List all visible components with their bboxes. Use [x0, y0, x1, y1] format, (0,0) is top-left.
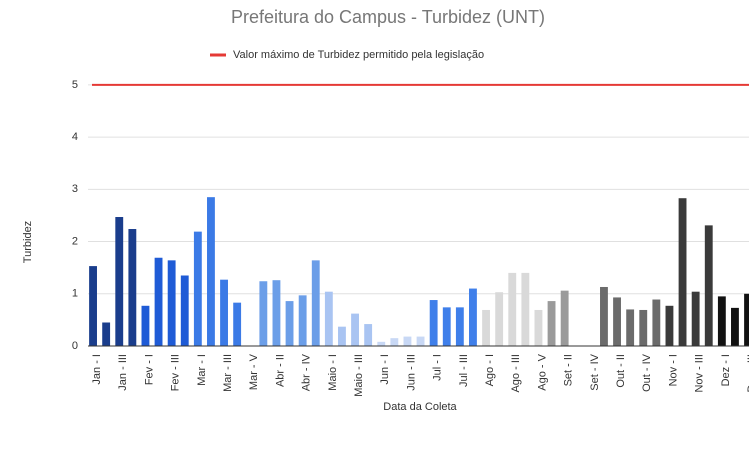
- bar: [390, 338, 399, 346]
- bar: [442, 307, 451, 346]
- bar: [259, 281, 268, 346]
- bar: [704, 225, 713, 346]
- x-tick-label: Jun - I: [379, 354, 391, 385]
- bar: [272, 280, 281, 346]
- bar: [128, 229, 137, 346]
- x-tick-label: Dez - III: [746, 354, 749, 393]
- bar: [115, 217, 124, 346]
- x-axis-label: Data da Coleta: [383, 401, 457, 413]
- y-tick-label: 1: [72, 288, 78, 300]
- x-tick-label: Fev - I: [143, 354, 155, 385]
- bar: [429, 300, 438, 346]
- y-tick-label: 0: [72, 340, 78, 352]
- y-tick-label: 3: [72, 183, 78, 195]
- bar: [377, 341, 386, 346]
- bar: [731, 307, 739, 346]
- bar: [338, 326, 346, 346]
- bar: [469, 288, 477, 346]
- y-tick-label: 2: [72, 235, 78, 247]
- x-tick-label: Abr - II: [274, 354, 286, 387]
- bar: [167, 260, 176, 346]
- bar: [351, 313, 359, 346]
- bar: [744, 293, 749, 346]
- x-tick-label: Mar - I: [196, 354, 208, 386]
- bar: [285, 301, 294, 346]
- bar: [324, 291, 333, 346]
- y-axis-label: Turbidez: [22, 221, 34, 263]
- bar: [403, 336, 412, 346]
- x-tick-label: Set - IV: [589, 353, 601, 390]
- bar: [534, 309, 543, 346]
- bar: [600, 286, 608, 346]
- x-tick-label: Maio - III: [353, 354, 365, 397]
- bar: [652, 299, 661, 346]
- x-tick-label: Nov - III: [694, 354, 706, 393]
- x-tick-label: Jan - III: [117, 354, 129, 391]
- bar: [678, 198, 687, 346]
- bar: [665, 305, 674, 346]
- y-tick-label: 4: [72, 131, 78, 143]
- x-tick-label: Ago - I: [484, 354, 496, 386]
- bar: [220, 279, 228, 346]
- bar: [691, 291, 700, 346]
- plot-area: Jan - I Jan - III Fev - I Fev - III Mar - I M…: [88, 83, 749, 397]
- bar: [89, 266, 97, 346]
- bar: [364, 324, 373, 346]
- bar: [102, 322, 111, 346]
- x-tick-label: Jul - I: [432, 354, 444, 381]
- legend-label: Valor máximo de Turbidez permitido pela …: [233, 49, 484, 61]
- bar: [717, 296, 726, 346]
- x-tick-label: Abr - IV: [301, 353, 313, 391]
- x-tick-label: Mar - V: [248, 353, 260, 390]
- x-tick-label: Set - II: [563, 354, 575, 386]
- bar: [482, 309, 490, 346]
- bar: [508, 272, 517, 346]
- bar: [613, 297, 621, 346]
- bar: [416, 336, 425, 346]
- x-tick-label: Out - II: [615, 354, 627, 388]
- y-tick-label: 5: [72, 79, 78, 91]
- bar: [193, 231, 202, 346]
- bar: [233, 302, 242, 346]
- bar: [521, 272, 530, 346]
- x-tick-label: Jan - I: [91, 354, 103, 385]
- x-tick-label: Out - IV: [641, 353, 653, 392]
- bar: [547, 301, 556, 346]
- x-tick-label: Maio - I: [327, 354, 339, 391]
- bar: [311, 260, 320, 346]
- chart-title: Prefeitura do Campus - Turbidez (UNT): [231, 7, 545, 27]
- x-tick-label: Fev - III: [170, 354, 182, 391]
- x-tick-label: Nov - I: [667, 354, 679, 386]
- bar: [207, 197, 215, 346]
- bar: [298, 295, 307, 346]
- bar: [154, 257, 163, 346]
- x-tick-label: Jun - III: [405, 354, 417, 391]
- x-tick-label: Dez - I: [720, 354, 732, 386]
- bar: [495, 292, 504, 346]
- bar: [141, 305, 150, 346]
- bar: [180, 275, 189, 346]
- x-tick-label: Mar - III: [222, 354, 234, 392]
- bar: [639, 309, 648, 346]
- x-tick-label: Ago - III: [510, 354, 522, 393]
- bar: [626, 309, 635, 346]
- x-tick-label: Jul - III: [458, 354, 470, 387]
- x-tick-label: Ago - V: [536, 353, 548, 390]
- bar: [455, 307, 464, 346]
- bar: [560, 290, 569, 346]
